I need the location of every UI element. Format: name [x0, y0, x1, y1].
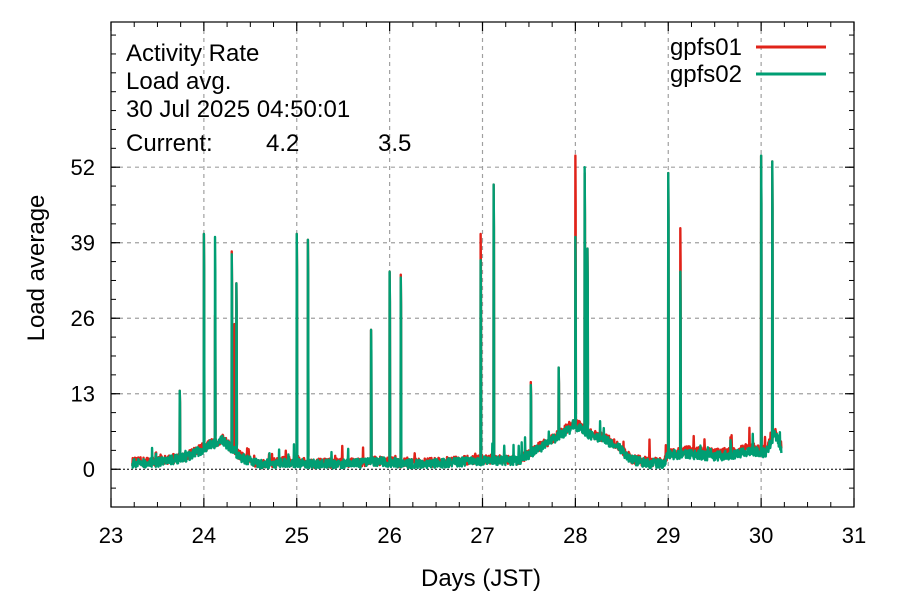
y-tick-label: 52 [71, 155, 95, 180]
legend-label-gpfs01: gpfs01 [670, 34, 742, 61]
current-value-gpfs01: 4.2 [266, 130, 299, 157]
y-tick-label: 39 [71, 231, 95, 256]
series-line-gpfs02 [131, 154, 783, 470]
title-line-2: Load avg. [126, 68, 231, 95]
x-tick-label: 31 [842, 523, 866, 548]
x-tick-label: 26 [377, 523, 401, 548]
legend: gpfs01 gpfs02 [670, 34, 826, 88]
x-tick-label: 25 [285, 523, 309, 548]
legend-label-gpfs02: gpfs02 [670, 61, 742, 88]
x-tick-label: 24 [192, 523, 216, 548]
current-label: Current: [126, 130, 213, 157]
y-tick-label: 26 [71, 306, 95, 331]
series-layer [131, 154, 783, 470]
x-tick-label: 28 [563, 523, 587, 548]
y-axis-label: Load average [23, 195, 50, 342]
x-tick-label: 27 [470, 523, 494, 548]
title-line-3: 30 Jul 2025 04:50:01 [126, 96, 350, 123]
axis-ticks: 23 24 25 26 27 28 29 30 31 0 13 26 39 52 [71, 22, 866, 548]
title-line-1: Activity Rate [126, 40, 259, 67]
x-tick-label: 23 [99, 523, 123, 548]
x-tick-label: 29 [656, 523, 680, 548]
y-tick-label: 0 [83, 457, 95, 482]
y-tick-label: 13 [71, 382, 95, 407]
x-axis-label: Days (JST) [421, 565, 541, 592]
x-tick-label: 30 [749, 523, 773, 548]
current-value-gpfs02: 3.5 [378, 130, 411, 157]
